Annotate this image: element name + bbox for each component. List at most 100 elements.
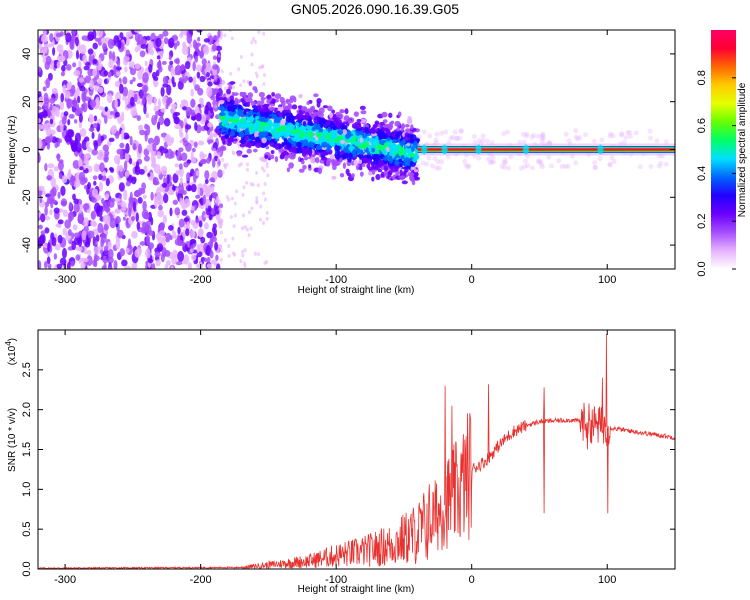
heatmap-cell <box>125 31 133 38</box>
heatmap-cell <box>206 62 212 73</box>
heatmap-cell <box>114 216 121 225</box>
heatmap-cell <box>255 171 259 176</box>
heatmap-cell <box>60 71 65 77</box>
heatmap-cell <box>83 65 90 71</box>
heatmap-cell <box>409 174 414 182</box>
snr-y-label: SNR (10 * v/v) <box>7 408 18 472</box>
heatmap-cell <box>136 115 142 122</box>
heatmap-cell <box>64 219 71 229</box>
heatmap-cell <box>619 131 625 137</box>
heatmap-cell <box>184 60 191 70</box>
heatmap-cell <box>502 160 508 166</box>
heatmap-cell <box>219 209 223 214</box>
heatmap-cell <box>166 174 170 185</box>
heatmap-cell <box>204 178 209 185</box>
heatmap-cell <box>217 38 221 43</box>
heatmap-cell <box>392 139 398 144</box>
heatmap-cell <box>250 52 254 57</box>
heatmap-cell <box>200 256 206 262</box>
heatmap-cell <box>359 130 364 136</box>
heatmap-cell <box>73 119 78 124</box>
heatmap-cell <box>239 83 243 88</box>
heatmap-cell <box>96 155 101 160</box>
heatmap-cell <box>181 209 188 216</box>
heatmap-cell <box>573 160 579 166</box>
heatmap-cell <box>58 173 63 180</box>
heatmap-cell <box>217 169 223 178</box>
heatmap-cell <box>265 210 269 215</box>
heatmap-cell <box>331 109 335 114</box>
heatmap-cell <box>548 163 554 169</box>
heatmap-cell <box>454 136 460 142</box>
heatmap-cell <box>287 122 293 128</box>
heatmap-cell <box>113 259 118 269</box>
spectrogram-x-tick-label: -200 <box>190 274 212 286</box>
heatmap-cell <box>183 217 190 222</box>
heatmap-cell <box>311 127 316 131</box>
snr-x-tick-label: -300 <box>54 574 76 586</box>
heatmap-cell <box>190 88 194 97</box>
heatmap-cell <box>127 238 132 250</box>
heatmap-cell <box>107 113 114 120</box>
heatmap-cell <box>243 225 247 230</box>
heatmap-cell <box>240 91 247 96</box>
heatmap-cell <box>38 112 46 118</box>
heatmap-cell <box>49 118 54 125</box>
heatmap-cell <box>38 124 43 130</box>
heatmap-cell <box>316 116 323 123</box>
heatmap-cell <box>107 248 114 259</box>
heatmap-cell <box>38 96 45 106</box>
heatmap-cell <box>153 135 161 146</box>
heatmap-cell <box>218 203 224 209</box>
heatmap-cell <box>353 159 359 167</box>
heatmap-cell <box>70 84 76 95</box>
heatmap-cell <box>128 90 135 97</box>
heatmap-cell <box>454 135 460 141</box>
heatmap-cell <box>102 42 108 51</box>
heatmap-cell <box>128 207 132 218</box>
heatmap-cell <box>47 163 55 169</box>
heatmap-cell <box>137 69 143 80</box>
heatmap-cell <box>227 118 234 123</box>
heatmap-cell <box>362 145 367 150</box>
heatmap-cell <box>182 182 188 187</box>
heatmap-cell <box>195 219 200 224</box>
heatmap-cell <box>114 197 121 203</box>
heatmap-cell <box>436 165 442 171</box>
colorbar-ticks: 0.0 0.2 0.4 0.6 0.8 <box>696 70 736 277</box>
heatmap-cell <box>108 137 115 143</box>
heatmap-cell <box>522 164 528 170</box>
heatmap-cell <box>331 115 338 121</box>
heatmap-cell <box>394 120 401 127</box>
heatmap-cell <box>245 227 249 232</box>
heatmap-cell <box>248 134 253 139</box>
heatmap-cell <box>195 64 202 72</box>
heatmap-cell <box>265 145 270 150</box>
heatmap-cell <box>339 139 346 144</box>
heatmap-cell <box>536 159 542 165</box>
heatmap-cell <box>215 263 221 269</box>
heatmap-cell <box>206 231 213 239</box>
heatmap-cell <box>356 118 362 123</box>
heatmap-cell <box>315 156 320 164</box>
heatmap-cell <box>230 130 236 137</box>
heatmap-cell <box>244 96 250 102</box>
heatmap-cell <box>397 111 402 117</box>
heatmap-cell <box>186 220 190 231</box>
heatmap-cell <box>289 140 295 144</box>
heatmap-cell <box>49 97 56 104</box>
heatmap-cell <box>298 93 303 99</box>
heatmap-cell <box>147 172 151 177</box>
heatmap-cell <box>189 248 194 253</box>
heatmap-cell <box>168 225 174 231</box>
heatmap-cell <box>247 141 252 148</box>
heatmap-cell <box>233 201 237 206</box>
heatmap-cell <box>209 250 214 259</box>
heatmap-cell <box>274 156 279 163</box>
heatmap-cell <box>72 224 78 231</box>
heatmap-cell <box>626 130 632 136</box>
heatmap-cell <box>157 209 165 218</box>
heatmap-cell <box>91 197 97 204</box>
heatmap-cell <box>297 147 303 154</box>
heatmap-cell <box>609 155 615 161</box>
